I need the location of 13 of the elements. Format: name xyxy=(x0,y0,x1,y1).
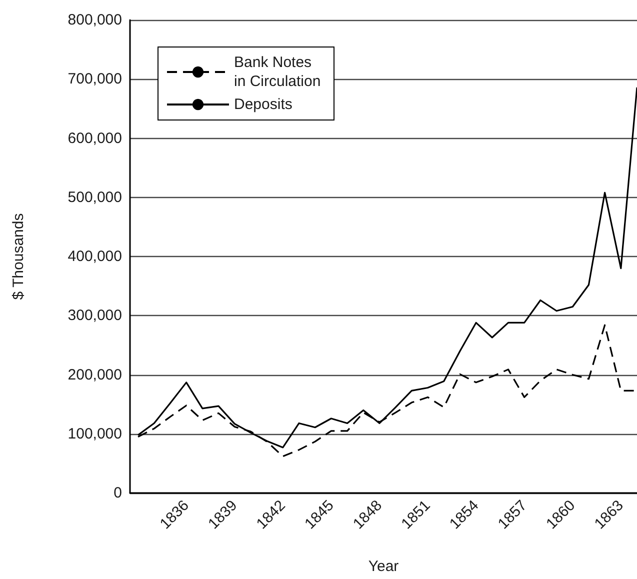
y-tick-label: 200,000 xyxy=(68,366,122,384)
legend-label: Deposits xyxy=(234,96,292,113)
y-axis-title: $ Thousands xyxy=(10,213,27,300)
y-tick-label: 0 xyxy=(114,484,122,502)
y-tick-label: 800,000 xyxy=(68,12,122,28)
legend-label: Bank Notes in Circulation xyxy=(234,54,321,90)
y-tick-label: 300,000 xyxy=(68,307,122,324)
y-tick-label: 500,000 xyxy=(68,188,122,206)
y-tick-label: 600,000 xyxy=(68,130,122,147)
y-tick-label: 700,000 xyxy=(68,70,122,88)
y-tick-label: 100,000 xyxy=(68,425,122,442)
x-axis-title: Year xyxy=(368,558,399,575)
y-tick-label: 400,000 xyxy=(68,248,122,265)
